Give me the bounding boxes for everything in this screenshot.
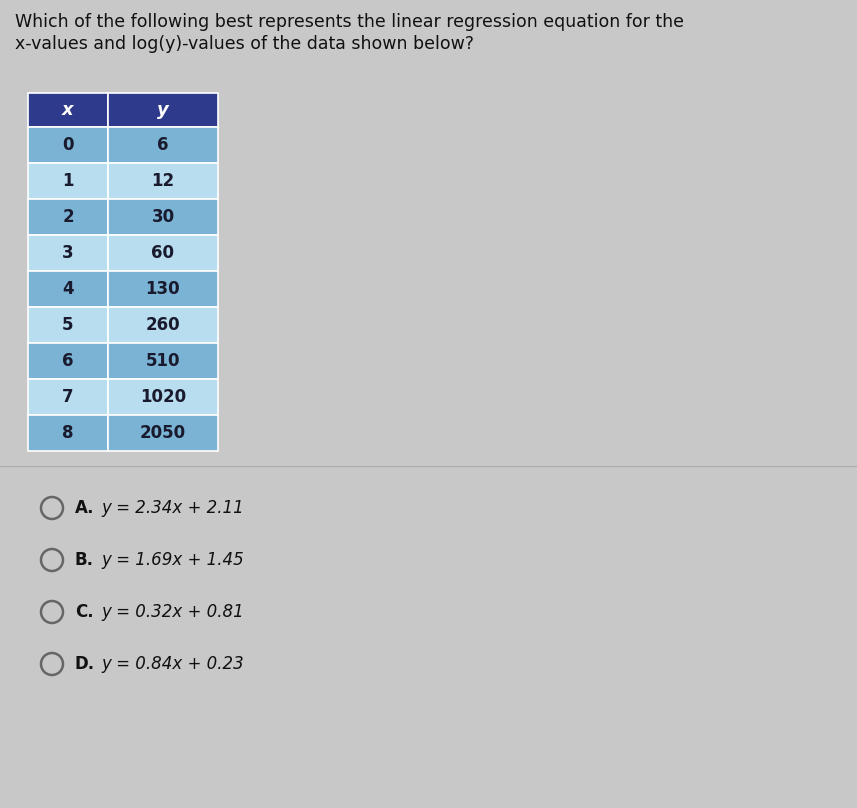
Text: y: y — [157, 101, 169, 119]
Text: y = 1.69x + 1.45: y = 1.69x + 1.45 — [101, 551, 243, 569]
Text: 2050: 2050 — [140, 424, 186, 442]
Text: x: x — [63, 101, 74, 119]
Bar — [108, 235, 218, 271]
Text: 30: 30 — [152, 208, 175, 226]
Bar — [28, 271, 108, 307]
Text: 5: 5 — [63, 316, 74, 334]
Bar — [28, 127, 108, 163]
Bar — [28, 379, 108, 415]
Bar — [108, 307, 218, 343]
Bar — [28, 93, 108, 127]
Text: 2: 2 — [63, 208, 74, 226]
Text: 8: 8 — [63, 424, 74, 442]
Text: 6: 6 — [157, 136, 169, 154]
Text: 60: 60 — [152, 244, 175, 262]
Text: 510: 510 — [146, 352, 180, 370]
Bar — [108, 415, 218, 451]
Text: 4: 4 — [63, 280, 74, 298]
Bar — [108, 127, 218, 163]
Text: A.: A. — [75, 499, 94, 517]
Text: C.: C. — [75, 603, 93, 621]
Bar — [108, 379, 218, 415]
Bar — [108, 163, 218, 199]
Bar — [108, 343, 218, 379]
Text: 7: 7 — [63, 388, 74, 406]
Text: 6: 6 — [63, 352, 74, 370]
Bar — [28, 307, 108, 343]
Bar — [28, 199, 108, 235]
Text: 1: 1 — [63, 172, 74, 190]
Text: 3: 3 — [63, 244, 74, 262]
Bar — [108, 93, 218, 127]
Bar — [108, 199, 218, 235]
Bar — [28, 415, 108, 451]
Text: 1020: 1020 — [140, 388, 186, 406]
Text: Which of the following best represents the linear regression equation for the: Which of the following best represents t… — [15, 13, 684, 31]
Bar — [28, 163, 108, 199]
Text: D.: D. — [75, 655, 95, 673]
Bar — [28, 235, 108, 271]
Bar — [28, 343, 108, 379]
Text: 260: 260 — [146, 316, 180, 334]
Text: B.: B. — [75, 551, 94, 569]
Text: y = 0.84x + 0.23: y = 0.84x + 0.23 — [101, 655, 243, 673]
Text: y = 0.32x + 0.81: y = 0.32x + 0.81 — [101, 603, 243, 621]
Text: 12: 12 — [152, 172, 175, 190]
Bar — [108, 271, 218, 307]
Text: x-values and log(y)-values of the data shown below?: x-values and log(y)-values of the data s… — [15, 35, 474, 53]
Text: 0: 0 — [63, 136, 74, 154]
Text: y = 2.34x + 2.11: y = 2.34x + 2.11 — [101, 499, 243, 517]
Text: 130: 130 — [146, 280, 180, 298]
